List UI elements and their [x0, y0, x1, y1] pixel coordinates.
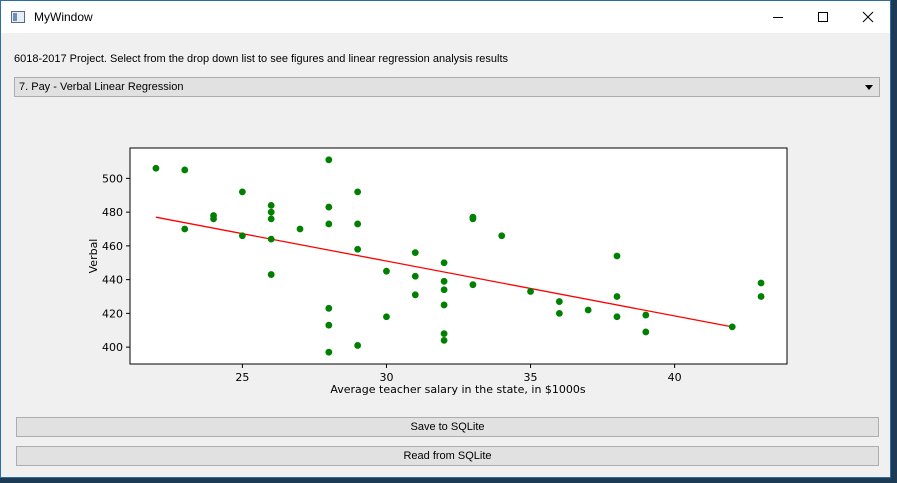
data-point	[325, 220, 333, 228]
data-point	[613, 313, 621, 321]
app-window-icon	[11, 11, 25, 23]
data-point	[642, 328, 650, 336]
data-point	[527, 288, 534, 295]
data-point	[325, 348, 333, 356]
data-point	[325, 156, 333, 164]
y-tick-label: 420	[102, 307, 123, 320]
plot-area	[129, 147, 788, 365]
data-point	[440, 301, 448, 309]
x-tick-label: 40	[668, 371, 682, 384]
data-point	[555, 309, 563, 317]
data-point	[383, 313, 390, 321]
save-to-sqlite-button[interactable]: Save to SQLite	[16, 417, 879, 437]
data-point	[383, 267, 390, 275]
x-tick-label: 30	[379, 371, 393, 384]
data-point	[440, 336, 448, 344]
data-point	[757, 293, 765, 300]
data-point	[354, 342, 362, 349]
close-button[interactable]	[845, 1, 890, 33]
data-point	[555, 298, 563, 305]
data-point	[325, 203, 333, 211]
x-axis-label: Average teacher salary in the state, in …	[330, 383, 586, 396]
data-point	[440, 330, 448, 338]
data-point	[267, 201, 275, 209]
intro-label: 6018-2017 Project. Select from the drop …	[14, 53, 509, 65]
minimize-icon	[772, 17, 783, 18]
chevron-down-icon[interactable]	[865, 85, 873, 90]
data-point	[267, 235, 275, 243]
data-point	[440, 259, 448, 267]
data-point	[267, 271, 275, 278]
data-point	[728, 323, 736, 331]
y-tick-label: 460	[102, 240, 123, 253]
maximize-button[interactable]	[800, 1, 845, 33]
figure-dropdown[interactable]: 7. Pay - Verbal Linear Regression	[14, 77, 880, 97]
data-point	[181, 166, 189, 174]
data-point	[642, 311, 650, 319]
regression-plot: 25 30 35 40 400 420 440 460 480 500 Average teach…	[87, 147, 788, 396]
y-tick-label: 480	[102, 206, 123, 219]
data-point	[613, 252, 621, 260]
data-point	[267, 208, 275, 216]
data-point	[440, 286, 448, 294]
maximize-icon	[817, 12, 828, 22]
data-point	[354, 245, 362, 253]
minimize-button[interactable]	[755, 1, 800, 33]
y-axis-label: Verbal	[87, 239, 100, 274]
y-tick-label: 400	[102, 341, 123, 354]
data-point	[354, 188, 362, 196]
data-point	[238, 232, 246, 240]
y-tick-label: 440	[102, 274, 123, 287]
data-point	[584, 306, 592, 314]
data-point	[411, 249, 419, 257]
data-point	[498, 232, 506, 240]
data-point	[411, 272, 419, 280]
data-point	[238, 188, 246, 196]
data-point	[613, 293, 621, 300]
y-tick-label: 500	[102, 172, 123, 185]
regression-line	[155, 216, 733, 328]
dropdown-selected-value: 7. Pay - Verbal Linear Regression	[19, 81, 184, 93]
data-point	[210, 215, 217, 223]
data-point	[469, 215, 477, 223]
window-title: MyWindow	[34, 10, 93, 24]
data-point	[354, 220, 362, 228]
data-point	[296, 225, 304, 233]
close-icon	[862, 11, 873, 23]
data-point	[469, 281, 477, 289]
data-point	[411, 291, 419, 299]
data-point	[440, 277, 448, 285]
title-bar[interactable]: MyWindow	[1, 1, 890, 33]
read-from-sqlite-button[interactable]: Read from SQLite	[16, 446, 879, 466]
data-point	[325, 321, 333, 329]
x-tick-label: 25	[235, 371, 249, 384]
data-point	[757, 279, 765, 287]
data-point	[325, 304, 333, 312]
x-tick-label: 35	[524, 371, 538, 384]
data-point	[152, 164, 160, 172]
data-point	[181, 225, 189, 233]
data-point	[267, 215, 275, 223]
